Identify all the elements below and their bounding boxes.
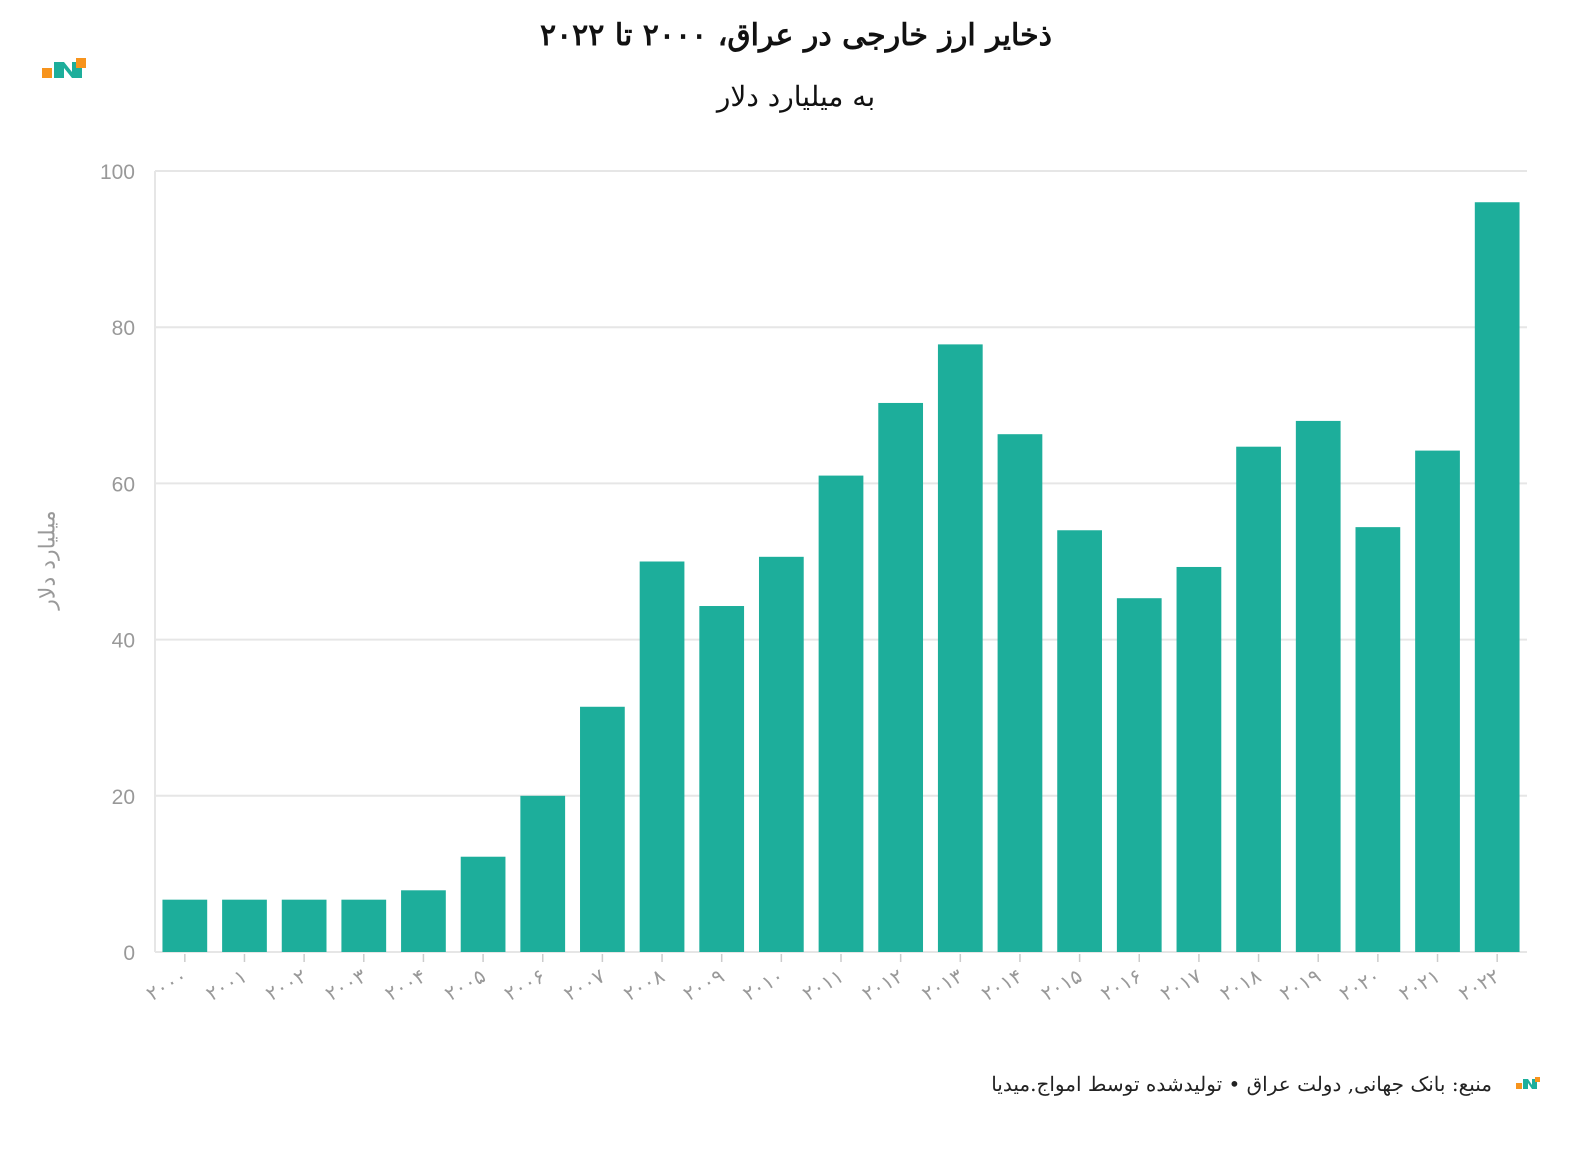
bar [818, 475, 864, 952]
bar [1415, 450, 1460, 952]
x-tick-label: ۲۰۰۴ [381, 964, 430, 1006]
x-tick-label: ۲۰۰۳ [321, 963, 370, 1005]
bar [699, 606, 745, 952]
bar [758, 556, 804, 952]
brand-logo-icon [42, 58, 86, 78]
x-tick-label: ۲۰۰۷ [560, 963, 609, 1005]
bar [1355, 527, 1401, 952]
bar [1116, 598, 1162, 952]
bar [1474, 202, 1520, 953]
bar [580, 706, 625, 952]
x-tick-label: ۲۰۱۵ [1037, 964, 1086, 1006]
x-tick-label: ۲۰۰۱ [202, 964, 251, 1006]
y-tick-label: 60 [112, 473, 135, 496]
x-tick-label: ۲۰۱۱ [798, 964, 847, 1006]
x-tick-label: ۲۰۰۶ [500, 964, 549, 1006]
bar [460, 856, 506, 952]
bar [997, 434, 1043, 952]
x-tick-label: ۲۰۲۰ [1335, 964, 1384, 1006]
x-tick-label: ۲۰۱۲ [858, 964, 907, 1006]
y-tick-label: 80 [112, 317, 135, 340]
bar [1295, 420, 1341, 952]
x-tick-label: ۲۰۰۹ [679, 964, 728, 1006]
x-tick-label: ۲۰۱۷ [1156, 963, 1205, 1005]
y-tick-label: 0 [123, 942, 135, 965]
x-tick-label: ۲۰۲۲ [1454, 964, 1503, 1006]
x-tick-label: ۲۰۰۲ [261, 964, 310, 1006]
source-note: منبع: بانک جهانی, دولت عراق • تولیدشده ت… [991, 1072, 1492, 1096]
x-tick-label: ۲۰۰۸ [619, 963, 668, 1005]
bar [639, 561, 685, 952]
bar-chart: 0 20 40 60 80 100 ۲۰۰۰ ۲۰۰۱ ۲۰۰۲ ۲۰۰۳ ۲۰۰۴ ۲۰۰۵ ۲۰۰۶… [100, 161, 1527, 1006]
x-tick-label: ۲۰۰۵ [440, 964, 489, 1006]
x-tick-label: ۲۰۱۸ [1216, 963, 1265, 1005]
bar [281, 899, 327, 952]
bar [222, 899, 267, 952]
bar [1236, 446, 1281, 952]
bar [401, 890, 446, 952]
x-tick-label: ۲۰۱۳ [918, 963, 967, 1005]
y-tick-label: 40 [112, 630, 135, 653]
bar [878, 402, 924, 952]
bar [1057, 530, 1102, 952]
bar [520, 795, 566, 952]
bar [341, 899, 387, 952]
bar [937, 344, 983, 953]
x-tick-label: ۲۰۱۰ [739, 964, 788, 1006]
footer-logo-icon [1516, 1077, 1540, 1089]
bar [1176, 566, 1222, 952]
bar [162, 899, 208, 952]
x-tick-label: ۲۰۱۹ [1276, 964, 1325, 1006]
y-tick-label: 20 [112, 786, 135, 809]
x-tick-label: ۲۰۱۴ [977, 964, 1026, 1006]
chart-title: ذخایر ارز خارجی در عراق، ۲۰۰۰ تا ۲۰۲۲ [539, 18, 1053, 53]
y-tick-label: 100 [100, 161, 135, 184]
x-tick-label: ۲۰۲۱ [1395, 964, 1444, 1006]
x-tick-label: ۲۰۰۰ [142, 964, 191, 1006]
chart-subtitle: به میلیارد دلار [716, 80, 876, 113]
x-tick-label: ۲۰۱۶ [1097, 964, 1146, 1006]
